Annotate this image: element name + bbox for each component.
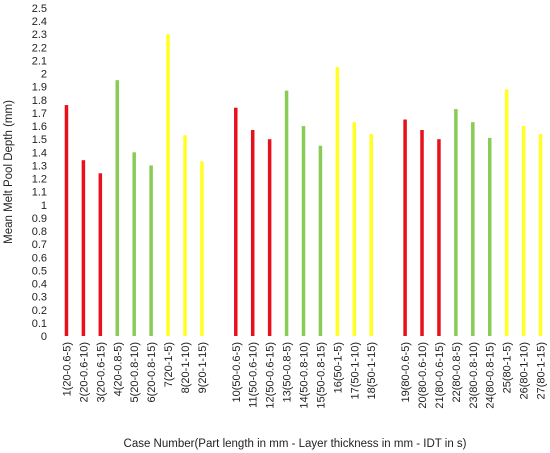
x-tick-label: 13(50-0.8-5): [282, 342, 294, 403]
x-tick-label: 23(80-0.8-10): [468, 342, 480, 409]
bar: [98, 173, 103, 336]
y-tick-label: 0.6: [32, 252, 47, 264]
x-tick-label: 21(80-0.6-15): [434, 342, 446, 409]
y-tick-label: 0: [41, 331, 47, 343]
y-tick-label: 0.9: [32, 213, 47, 225]
x-axis-labels: 1(20-0.6-5) 2(20-0.6-10) 3(20-0.6-15) 4(20-…: [61, 342, 547, 409]
bar: [284, 90, 289, 336]
x-tick-label: 4(20-0.8-5): [112, 342, 124, 396]
y-tick-label: 0.8: [32, 226, 47, 238]
x-tick-label: 27(80-1-15): [536, 342, 548, 399]
bar: [369, 133, 373, 336]
y-tick-label: 0.2: [32, 305, 47, 317]
y-tick-label: 1.1: [32, 187, 47, 199]
bar: [267, 139, 272, 336]
y-tick-label: 0.5: [32, 265, 47, 277]
y-tick-label: 1.4: [32, 147, 47, 159]
bar: [200, 161, 204, 336]
y-tick-label: 1.6: [32, 121, 47, 133]
x-tick-label: 15(50-0.8-15): [315, 342, 327, 409]
bar: [64, 105, 69, 336]
x-tick-label: 7(20-1-5): [163, 342, 175, 387]
x-tick-label: 25(80-1-5): [502, 342, 514, 393]
y-tick-label: 0.1: [32, 318, 47, 330]
y-tick-label: 1.5: [32, 134, 47, 146]
bar: [504, 89, 509, 337]
bar: [166, 34, 170, 337]
bar: [420, 130, 424, 336]
x-tick-label: 26(80-1-10): [519, 342, 531, 399]
x-tick-label: 1(20-0.6-5): [61, 342, 73, 396]
y-tick-label: 0.7: [32, 239, 47, 251]
x-tick-label: 14(50-0.8-10): [299, 342, 311, 409]
y-tick-label: 1.2: [32, 174, 47, 186]
x-tick-label: 8(20-1-10): [180, 342, 192, 393]
x-tick-label: 9(20-1-15): [197, 342, 209, 393]
bar: [234, 107, 238, 336]
bar: [403, 119, 407, 337]
bar: [115, 80, 120, 336]
y-tick-label: 2: [41, 69, 47, 81]
bar: [183, 135, 187, 336]
bar: [301, 126, 306, 336]
y-tick-label: 2.5: [32, 3, 47, 15]
bar: [521, 126, 526, 336]
bar: [487, 137, 492, 336]
y-axis-title: Mean Melt Pool Depth (mm): [3, 100, 15, 244]
bar: [132, 152, 136, 336]
x-tick-label: 2(20-0.6-10): [78, 342, 90, 403]
x-tick-label: 22(80-0.8-5): [451, 342, 463, 403]
x-tick-label: 19(80-0.6-5): [400, 342, 412, 403]
x-tick-label: 24(80-0.8-15): [485, 342, 497, 409]
x-tick-label: 17(50-1-10): [349, 342, 361, 399]
bar: [318, 145, 323, 336]
y-tick-label: 0.3: [32, 292, 47, 304]
bar: [538, 133, 543, 336]
y-tick-label: 1.8: [32, 95, 47, 107]
x-tick-label: 3(20-0.6-15): [95, 342, 107, 403]
y-tick-label: 1: [41, 200, 47, 212]
y-tick-label: 1.9: [32, 82, 47, 94]
bar: [149, 165, 153, 336]
y-tick-label: 0.4: [32, 279, 47, 291]
bar: [471, 122, 475, 336]
y-tick-label: 2.2: [32, 42, 47, 54]
y-axis: 00.10.20.30.40.50.60.70.80.911.11.21.31.…: [32, 3, 47, 343]
bar: [81, 160, 86, 336]
y-tick-label: 2.3: [32, 29, 47, 41]
y-tick-label: 2.4: [32, 16, 47, 28]
x-tick-label: 18(50-1-15): [366, 342, 378, 399]
bar: [352, 122, 357, 336]
x-tick-label: 12(50-0.6-15): [265, 342, 277, 409]
bar: [250, 130, 255, 336]
x-axis-title: Case Number(Part length in mm - Layer th…: [124, 438, 467, 450]
bars: [64, 34, 543, 337]
y-tick-label: 2.1: [32, 55, 47, 67]
bar: [454, 109, 458, 336]
y-tick-label: 1.3: [32, 160, 47, 172]
x-tick-label: 11(50-0.6-10): [248, 342, 260, 408]
x-tick-label: 5(20-0.8-10): [129, 342, 141, 403]
bar: [437, 139, 441, 336]
bar: [335, 67, 340, 336]
y-tick-label: 1.7: [32, 108, 47, 120]
x-tick-label: 20(80-0.6-10): [417, 342, 429, 409]
x-tick-label: 10(50-0.6-5): [231, 342, 243, 403]
x-tick-label: 16(50-1-5): [332, 342, 344, 393]
x-tick-label: 6(20-0.8-15): [146, 342, 158, 403]
